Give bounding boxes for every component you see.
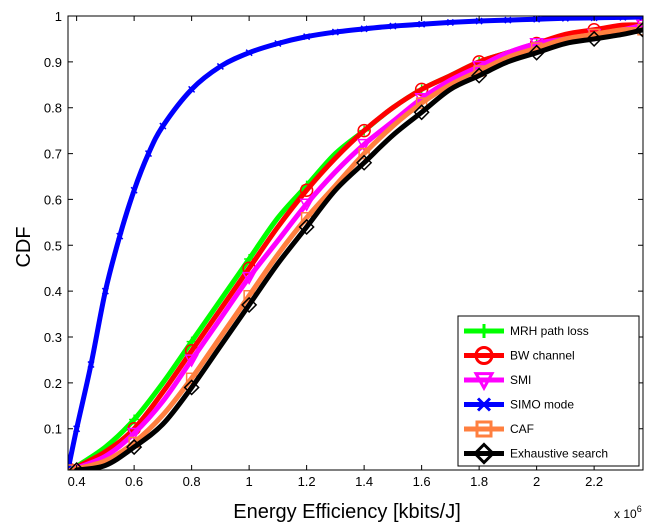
- data-point-marker: [274, 39, 282, 48]
- x-tick-label: 2.2: [585, 474, 603, 489]
- data-point-marker: [504, 16, 512, 24]
- data-point-marker: [446, 18, 454, 26]
- series-line: [68, 26, 643, 470]
- legend-label: BW channel: [510, 349, 575, 363]
- x-axis-label: Energy Efficiency [kbits/J]: [233, 501, 461, 523]
- data-point-marker: [144, 150, 153, 158]
- x-multiplier-label: x 106: [614, 504, 642, 521]
- legend-item: SMI: [464, 372, 531, 392]
- legend-label: Exhaustive search: [510, 447, 608, 461]
- data-point-marker: [414, 82, 429, 97]
- data-point-marker: [298, 218, 315, 236]
- legend-item: BW channel: [464, 346, 575, 365]
- y-tick-label: 0.1: [44, 422, 62, 437]
- data-point-marker: [183, 379, 200, 396]
- data-point-marker: [357, 123, 371, 138]
- legend-marker: [476, 397, 492, 412]
- data-point-marker: [634, 21, 643, 38]
- data-point-marker: [116, 232, 124, 240]
- data-point-marker: [358, 147, 370, 160]
- data-point-marker: [475, 17, 483, 25]
- y-tick-label: 0.4: [44, 284, 62, 299]
- y-tick-label: 0.3: [44, 330, 62, 345]
- legend-marker: [474, 346, 494, 365]
- y-tick-label: 0.7: [44, 147, 62, 162]
- legend-item: Exhaustive search: [464, 442, 608, 465]
- data-point-marker: [619, 16, 627, 21]
- legend: MRH path loss BW channel SMI SIMO mode CAF Ex…: [457, 315, 640, 467]
- data-point-marker: [529, 37, 544, 52]
- x-tick-label: 2: [533, 474, 540, 489]
- y-tick-label: 0.5: [44, 238, 62, 253]
- data-point-marker: [68, 461, 85, 470]
- x-tick-label: 1.4: [355, 474, 373, 489]
- legend-item: MRH path loss: [464, 324, 589, 338]
- data-point-marker: [188, 85, 196, 93]
- data-point-marker: [241, 271, 257, 285]
- data-point-marker: [356, 154, 373, 171]
- data-point-marker: [415, 97, 428, 109]
- y-tick-label: 0.2: [44, 376, 62, 391]
- x-tick-label: 1.8: [470, 474, 488, 489]
- series-line: [68, 22, 643, 470]
- x-tick-label: 0.6: [125, 474, 143, 489]
- y-tick-label: 0.6: [44, 192, 62, 207]
- data-point-marker: [331, 28, 339, 36]
- data-point-marker: [360, 25, 368, 33]
- y-tick-label: 1: [55, 9, 62, 24]
- data-point-marker: [126, 439, 143, 456]
- data-point-marker: [73, 425, 81, 433]
- legend-label: MRH path loss: [510, 324, 589, 338]
- data-point-marker: [216, 62, 224, 70]
- data-point-marker: [130, 186, 138, 194]
- series-exhaustive-search: [68, 21, 643, 470]
- data-point-marker: [418, 20, 426, 28]
- legend-label: SIMO mode: [510, 398, 574, 412]
- data-point-marker: [184, 354, 199, 368]
- data-point-marker: [241, 296, 258, 313]
- data-point-marker: [101, 287, 109, 295]
- data-point-marker: [245, 49, 253, 57]
- y-axis-label: CDF: [13, 226, 35, 267]
- legend-marker: [475, 420, 493, 438]
- legend-item: CAF: [464, 420, 534, 438]
- data-point-marker: [87, 360, 95, 369]
- data-point-marker: [299, 198, 314, 212]
- data-point-marker: [413, 104, 430, 121]
- data-point-marker: [303, 33, 311, 41]
- x-tick-label: 1.2: [298, 474, 316, 489]
- data-point-marker: [299, 183, 314, 198]
- x-tick-label: 1.6: [413, 474, 431, 489]
- legend-label: SMI: [510, 373, 531, 387]
- data-point-marker: [126, 427, 142, 441]
- data-point-marker: [639, 16, 643, 21]
- data-point-marker: [528, 44, 545, 61]
- legend-box: [457, 315, 640, 467]
- legend-label: CAF: [510, 422, 534, 436]
- data-point-marker: [471, 67, 488, 84]
- legend-marker: [477, 324, 491, 338]
- series-line: [74, 27, 643, 470]
- y-tick-label: 0.9: [44, 55, 62, 70]
- x-tick-label: 1: [246, 474, 253, 489]
- plot-frame: [67, 15, 644, 471]
- data-point-marker: [389, 22, 397, 30]
- data-point-marker: [68, 464, 77, 470]
- data-point-marker: [356, 138, 372, 152]
- legend-item: SIMO mode: [464, 397, 574, 412]
- y-tick-label: 0.8: [44, 101, 62, 116]
- data-point-marker: [159, 122, 167, 130]
- legend-marker: [473, 372, 495, 392]
- x-tick-label: 0.4: [68, 474, 86, 489]
- axes-layer: 0.4 0.6 0.8 1 1.2 1.4 1.6 1.8 2 2.2 0.1 0.2 0.3 0.4 0.…: [44, 9, 644, 489]
- x-tick-label: 0.8: [183, 474, 201, 489]
- data-point-marker: [586, 30, 603, 47]
- legend-marker: [472, 442, 496, 465]
